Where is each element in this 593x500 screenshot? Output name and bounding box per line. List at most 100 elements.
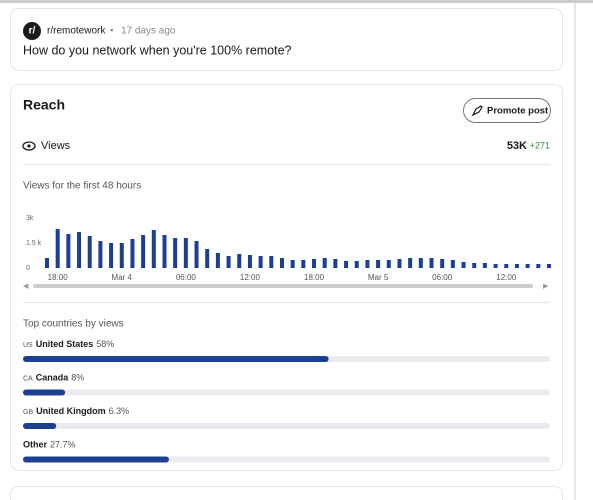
views-total: 53K (507, 140, 527, 152)
country-label: GB United Kingdom 6.3% (23, 406, 129, 416)
x-tick-label: 12:00 (496, 273, 517, 282)
post-title[interactable]: How do you network when you're 100% remo… (23, 43, 292, 57)
scroll-right[interactable]: ▶ (543, 283, 549, 290)
country-code: US (23, 342, 33, 349)
bar (376, 260, 381, 268)
eye-pupil (27, 144, 31, 148)
bar (450, 260, 455, 268)
post-card (10, 8, 563, 71)
bar (322, 258, 327, 268)
top-border (0, 0, 593, 3)
bar (333, 259, 338, 268)
bar (301, 260, 306, 268)
country-code: GB (23, 409, 33, 416)
bar (141, 235, 146, 268)
icon-glyph: r/ (29, 26, 36, 37)
x-tick-label: 06:00 (176, 273, 197, 282)
bar (440, 259, 445, 268)
bar (312, 259, 317, 268)
country-name: United States (36, 339, 94, 349)
scroll-left[interactable]: ◀ (23, 283, 29, 290)
country-code: CA (23, 375, 33, 382)
bar-track (23, 423, 550, 429)
promote-label[interactable]: Promote post (487, 106, 549, 117)
bar (98, 241, 103, 268)
country-bar (23, 356, 329, 362)
eye-icon (22, 141, 36, 151)
x-tick-label: 18:00 (304, 273, 325, 282)
y-tick-label: 1.5 k (26, 240, 42, 247)
bar (397, 259, 402, 268)
bar (130, 239, 135, 268)
country-label: Other 27.7% (23, 440, 76, 450)
bar (354, 261, 359, 268)
country-label: US United States 58% (23, 339, 114, 349)
x-tick-label: 12:00 (240, 273, 261, 282)
separator: • (110, 26, 114, 37)
bar (151, 230, 156, 268)
country-value: 6.3% (109, 406, 130, 416)
bar (226, 256, 231, 268)
bar (493, 264, 498, 268)
bar (279, 258, 284, 268)
bar (45, 258, 49, 268)
bar (258, 256, 263, 268)
bar (119, 243, 124, 268)
bar (237, 254, 242, 268)
country-label: CA Canada 8% (23, 373, 84, 383)
country-value: 58% (96, 339, 114, 349)
community[interactable]: r/remotework (47, 26, 106, 37)
bar (461, 262, 466, 268)
bar (77, 232, 82, 268)
bar (525, 264, 530, 268)
countries-title: Top countries by views (23, 319, 124, 330)
bar (344, 261, 349, 268)
bar (194, 241, 199, 268)
views-delta: +271 (530, 140, 550, 150)
y-tick-label: 0 (26, 265, 30, 272)
x-tick-label: Mar 5 (368, 273, 389, 282)
country-name: Canada (36, 373, 70, 383)
views-label: Views (41, 140, 71, 152)
x-tick-label: Mar 4 (112, 273, 133, 282)
country-name: Other (23, 440, 48, 450)
country-bar (23, 423, 57, 429)
next-card (10, 486, 563, 500)
x-tick-label: 18:00 (48, 273, 69, 282)
bar (408, 258, 413, 268)
bar (504, 264, 509, 268)
bar (547, 264, 551, 268)
bar (109, 243, 114, 268)
bar (514, 264, 519, 268)
bar (87, 236, 92, 268)
x-tick-label: 06:00 (432, 273, 453, 282)
bar-track (23, 389, 550, 396)
bar (418, 258, 423, 268)
bar (66, 234, 71, 268)
reach-card (10, 84, 563, 471)
bar (162, 235, 167, 268)
bar (183, 238, 188, 268)
bar (365, 260, 370, 268)
bar (386, 260, 391, 268)
scrollbar[interactable] (33, 284, 533, 288)
bar (290, 260, 295, 268)
country-value: 27.7% (50, 440, 76, 450)
bar (472, 263, 477, 268)
country-bar (23, 389, 66, 396)
reach-title: Reach (23, 97, 65, 113)
country-name: United Kingdom (36, 406, 106, 416)
chart-title: Views for the first 48 hours (23, 181, 141, 192)
bar (173, 238, 178, 268)
promote-button[interactable] (463, 98, 551, 123)
bar (247, 255, 252, 268)
bar (55, 229, 60, 268)
bar (205, 249, 210, 268)
bar (536, 264, 541, 268)
bar (482, 263, 487, 268)
bar (215, 253, 220, 268)
bar (269, 256, 274, 268)
country-value: 8% (71, 373, 84, 383)
